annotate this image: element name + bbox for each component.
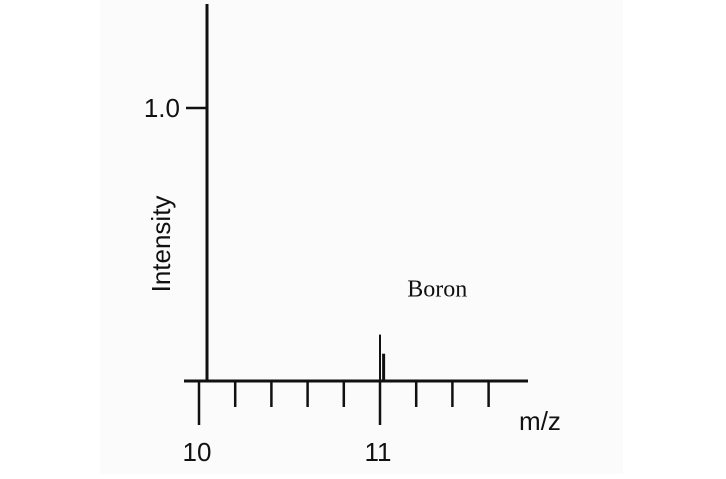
peaks	[379, 334, 386, 381]
y-ticks: 1.0	[144, 93, 207, 123]
plot-background	[100, 0, 623, 474]
x-tick-label-11: 11	[365, 437, 392, 467]
x-ticks: 10 11	[183, 381, 490, 467]
annotation-boron: Boron	[407, 276, 467, 302]
x-axis-label: m/z	[519, 406, 561, 436]
x-tick-label-10: 10	[183, 437, 212, 467]
y-axis-label: Intensity	[146, 196, 176, 293]
y-tick-label-0: 1.0	[144, 93, 180, 123]
axes	[184, 4, 528, 383]
